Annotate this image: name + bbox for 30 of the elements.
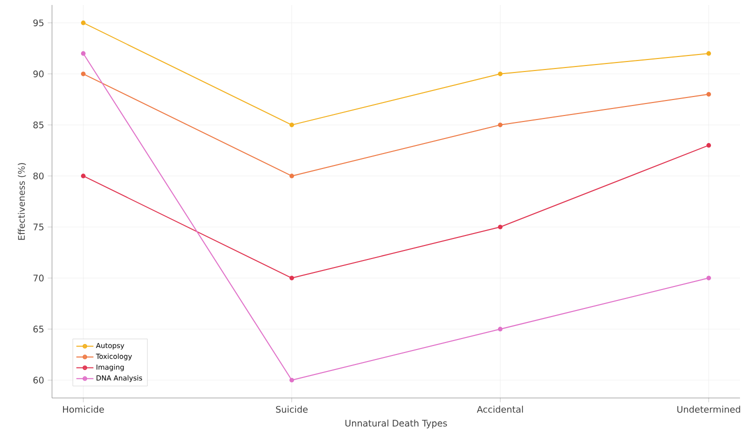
x-tick-label: Accidental <box>476 406 523 413</box>
y-tick-label: 70 <box>33 274 44 282</box>
y-tick-label: 80 <box>33 172 44 180</box>
y-tick-label: 95 <box>33 20 44 26</box>
point <box>80 174 86 178</box>
point <box>289 122 294 128</box>
point <box>80 20 86 26</box>
y-tick-label: 65 <box>33 326 44 333</box>
point <box>498 72 503 76</box>
point <box>706 51 712 56</box>
y-axis-title: Effectiveness (%) <box>18 163 26 240</box>
x-tick-label: Suicide <box>276 406 308 413</box>
point <box>80 51 86 56</box>
y-tick-label: 60 <box>33 376 44 384</box>
point <box>706 276 712 281</box>
point <box>289 174 294 178</box>
y-tick-label: 90 <box>33 70 44 78</box>
point <box>289 378 294 383</box>
point <box>498 224 503 230</box>
x-axis-title: Unnatural Death Types <box>345 420 447 428</box>
point <box>498 326 503 332</box>
point <box>706 143 712 148</box>
point <box>498 122 503 128</box>
x-tick-label: Homicide <box>63 406 104 413</box>
point <box>289 276 294 281</box>
point <box>706 92 712 97</box>
x-tick-label: Undetermined <box>677 406 740 413</box>
y-tick-label: 75 <box>33 224 44 231</box>
y-tick-label: 85 <box>33 122 44 129</box>
point <box>80 72 86 76</box>
